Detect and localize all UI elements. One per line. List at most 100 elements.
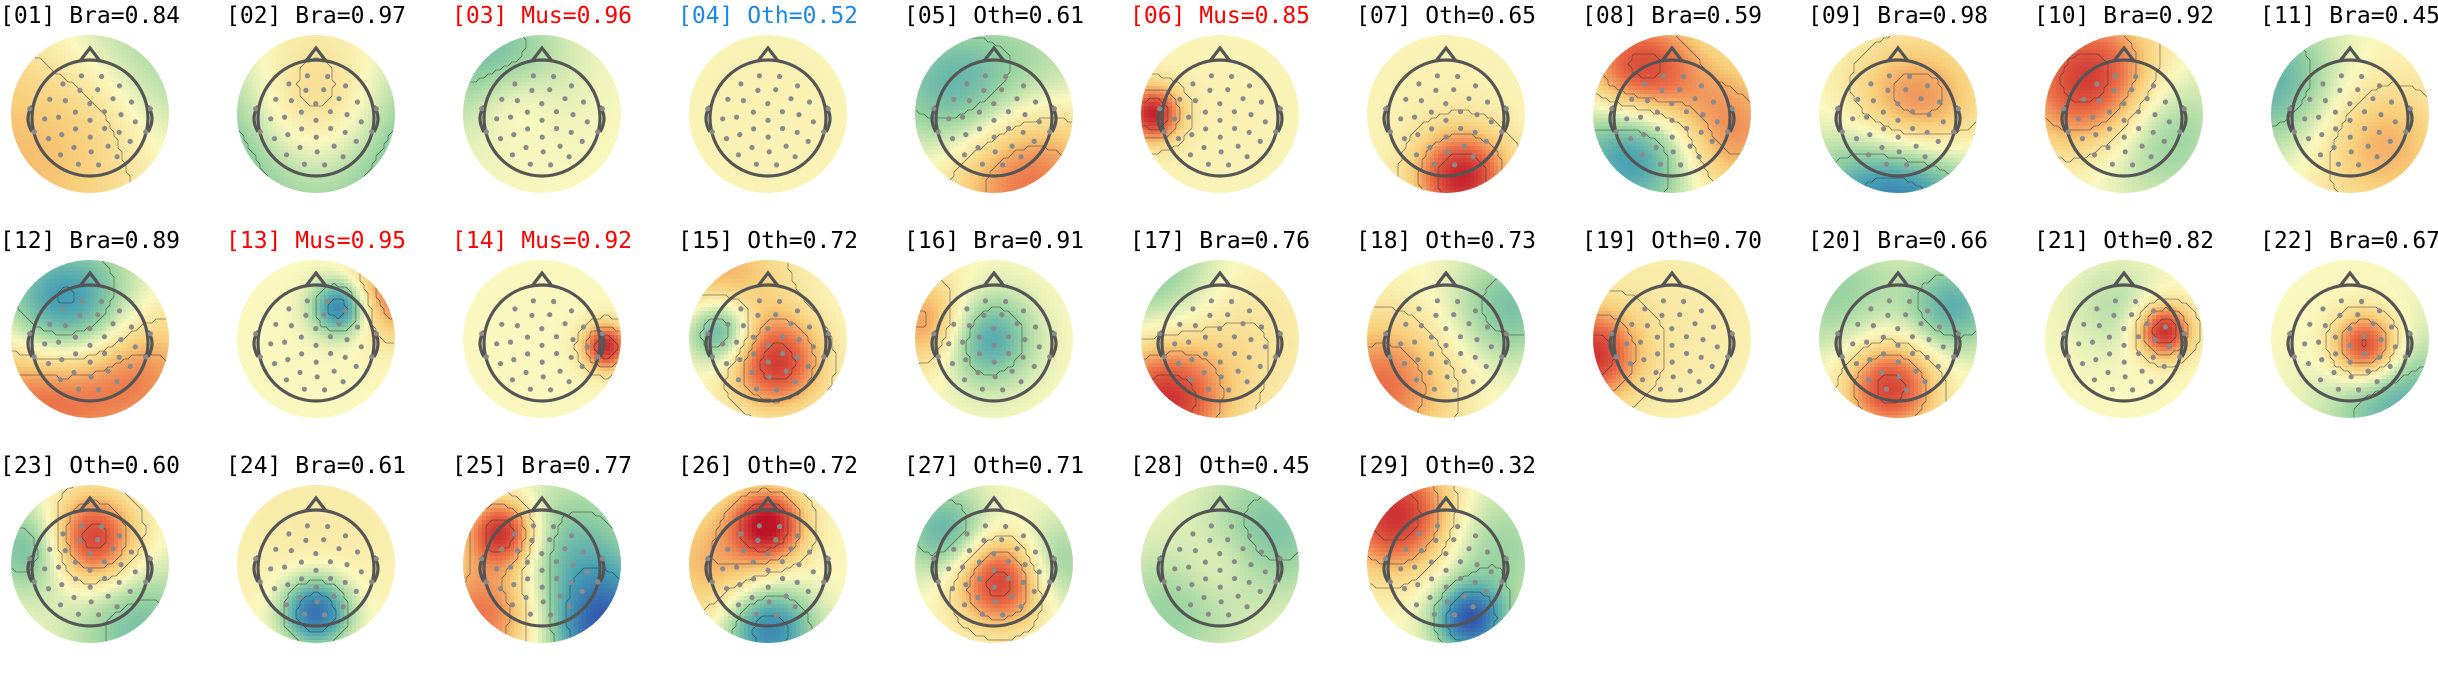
component-label: [25] Bra=0.77 [452, 450, 632, 482]
component-label: [05] Oth=0.61 [904, 0, 1084, 32]
topomap [462, 259, 622, 419]
topomap [236, 484, 396, 644]
component-cell: [15] Oth=0.72 [678, 225, 904, 450]
topomap-field [10, 259, 170, 419]
component-label: [21] Oth=0.82 [2034, 225, 2214, 257]
component-cell: [04] Oth=0.52 [678, 0, 904, 225]
topomap [914, 484, 1074, 644]
topomap [1366, 34, 1526, 194]
topomap [1140, 484, 1300, 644]
topomap [688, 34, 848, 194]
topomap [2044, 259, 2204, 419]
component-label: [19] Oth=0.70 [1582, 225, 1762, 257]
component-label: [14] Mus=0.92 [452, 225, 632, 257]
component-cell: [10] Bra=0.92 [2034, 0, 2260, 225]
topomap [1366, 259, 1526, 419]
topomap-field [1140, 484, 1300, 644]
component-cell: [24] Bra=0.61 [226, 450, 452, 675]
component-cell: [14] Mus=0.92 [452, 225, 678, 450]
component-cell: [12] Bra=0.89 [0, 225, 226, 450]
topomap [2044, 34, 2204, 194]
topomap-field [914, 34, 1074, 194]
component-cell: [21] Oth=0.82 [2034, 225, 2260, 450]
topomap [236, 259, 396, 419]
component-cell: [20] Bra=0.66 [1808, 225, 2034, 450]
topomap-field [236, 484, 396, 644]
topomap [236, 34, 396, 194]
component-cell: [25] Bra=0.77 [452, 450, 678, 675]
component-label: [13] Mus=0.95 [226, 225, 406, 257]
topomap [2270, 259, 2430, 419]
topomap-field [2044, 34, 2204, 194]
component-label: [17] Bra=0.76 [1130, 225, 1310, 257]
component-label: [01] Bra=0.84 [0, 0, 180, 32]
component-cell: [27] Oth=0.71 [904, 450, 1130, 675]
topomap [1140, 34, 1300, 194]
topomap [914, 34, 1074, 194]
component-cell: [09] Bra=0.98 [1808, 0, 2034, 225]
topomap-field [462, 484, 622, 644]
component-label: [26] Oth=0.72 [678, 450, 858, 482]
component-label: [15] Oth=0.72 [678, 225, 858, 257]
component-label: [07] Oth=0.65 [1356, 0, 1536, 32]
component-label: [22] Bra=0.67 [2260, 225, 2438, 257]
topomap [1592, 34, 1752, 194]
component-cell: [29] Oth=0.32 [1356, 450, 1582, 675]
component-cell: [17] Bra=0.76 [1130, 225, 1356, 450]
topomap-field [462, 34, 622, 194]
topomap-field [10, 34, 170, 194]
topomap-field [462, 259, 622, 419]
component-label: [24] Bra=0.61 [226, 450, 406, 482]
component-label: [28] Oth=0.45 [1130, 450, 1310, 482]
topomap [914, 259, 1074, 419]
topomap-field [688, 34, 848, 194]
topomap [1818, 34, 1978, 194]
component-label: [04] Oth=0.52 [678, 0, 858, 32]
topomap [10, 34, 170, 194]
component-label: [11] Bra=0.45 [2260, 0, 2438, 32]
component-cell: [01] Bra=0.84 [0, 0, 226, 225]
component-label: [12] Bra=0.89 [0, 225, 180, 257]
component-label: [23] Oth=0.60 [0, 450, 180, 482]
component-label: [10] Bra=0.92 [2034, 0, 2214, 32]
topomap-field [236, 259, 396, 419]
component-cell: [16] Bra=0.91 [904, 225, 1130, 450]
component-cell: [02] Bra=0.97 [226, 0, 452, 225]
topomap-field [1366, 259, 1526, 419]
topomap-field [1140, 259, 1300, 419]
component-label: [03] Mus=0.96 [452, 0, 632, 32]
component-cell: [11] Bra=0.45 [2260, 0, 2438, 225]
component-cell: [05] Oth=0.61 [904, 0, 1130, 225]
component-cell: [23] Oth=0.60 [0, 450, 226, 675]
component-label: [02] Bra=0.97 [226, 0, 406, 32]
component-cell: [19] Oth=0.70 [1582, 225, 1808, 450]
topomap [688, 259, 848, 419]
topomap [10, 484, 170, 644]
topomap-field [2044, 259, 2204, 419]
component-label: [29] Oth=0.32 [1356, 450, 1536, 482]
topomap [462, 34, 622, 194]
topomap-field [1592, 259, 1752, 419]
topomap-field [2270, 259, 2430, 419]
component-cell: [18] Oth=0.73 [1356, 225, 1582, 450]
topomap [1818, 259, 1978, 419]
topomap-field [1818, 259, 1978, 419]
component-cell: [07] Oth=0.65 [1356, 0, 1582, 225]
topomap [10, 259, 170, 419]
component-label: [06] Mus=0.85 [1130, 0, 1310, 32]
component-label: [09] Bra=0.98 [1808, 0, 1988, 32]
topomap-field [688, 259, 848, 419]
topomap-field [1592, 34, 1752, 194]
component-cell: [28] Oth=0.45 [1130, 450, 1356, 675]
topomap-field [688, 484, 848, 644]
component-label: [16] Bra=0.91 [904, 225, 1084, 257]
topomap [2270, 34, 2430, 194]
topomap-field [1818, 34, 1978, 194]
topomap [1592, 259, 1752, 419]
topomap-field [914, 259, 1074, 419]
component-cell: [26] Oth=0.72 [678, 450, 904, 675]
component-cell: [22] Bra=0.67 [2260, 225, 2438, 450]
component-cell: [13] Mus=0.95 [226, 225, 452, 450]
component-cell: [06] Mus=0.85 [1130, 0, 1356, 225]
topomap [462, 484, 622, 644]
